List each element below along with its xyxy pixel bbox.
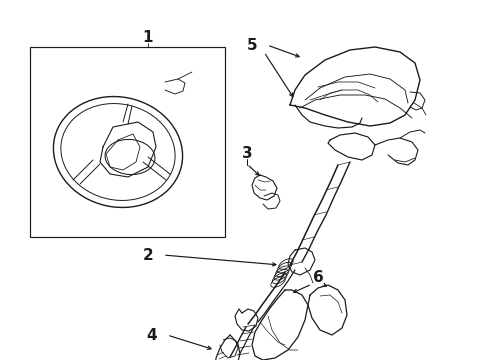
Text: 1: 1 (143, 31, 153, 45)
Text: 2: 2 (143, 248, 153, 262)
Text: 3: 3 (242, 145, 252, 161)
Text: 6: 6 (313, 270, 323, 285)
Text: 4: 4 (147, 328, 157, 342)
Bar (30, 47, 225, 237)
Text: 5: 5 (246, 37, 257, 53)
